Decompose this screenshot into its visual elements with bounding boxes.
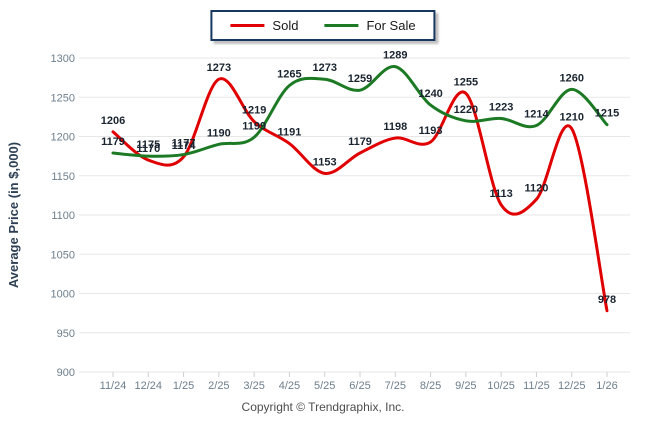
for-sale-data-label: 1289 xyxy=(383,50,407,62)
x-tick-label: 11/24 xyxy=(100,380,127,392)
x-tick-label: 7/25 xyxy=(385,380,406,392)
for-sale-data-label: 1215 xyxy=(595,108,619,120)
x-tick-label: 3/25 xyxy=(243,380,264,392)
y-tick-label: 1050 xyxy=(51,249,75,261)
sold-data-label: 1255 xyxy=(454,76,478,88)
sold-data-label: 1193 xyxy=(419,125,443,137)
y-tick-label: 1150 xyxy=(51,171,75,183)
x-tick-label: 12/24 xyxy=(135,380,163,392)
sold-data-label: 1170 xyxy=(136,143,160,155)
for-sale-data-label: 1265 xyxy=(277,68,301,80)
x-tick-label: 9/25 xyxy=(455,380,476,392)
sold-data-label: 1120 xyxy=(524,182,548,194)
for-sale-data-label: 1223 xyxy=(489,101,513,113)
legend-label-for-sale: For Sale xyxy=(366,18,416,33)
sold-data-label: 1198 xyxy=(383,121,407,133)
y-tick-label: 1000 xyxy=(51,289,75,301)
for-sale-data-label: 1273 xyxy=(312,62,336,74)
legend-item-for-sale: For Sale xyxy=(324,18,416,33)
copyright-text: Copyright © Trendgraphix, Inc. xyxy=(241,400,405,414)
sold-data-label: 1191 xyxy=(277,127,301,139)
x-tick-label: 10/25 xyxy=(487,380,515,392)
x-tick-label: 4/25 xyxy=(279,380,300,392)
x-tick-label: 1/26 xyxy=(596,380,617,392)
sold-data-label: 1273 xyxy=(207,62,231,74)
chart-legend: Sold For Sale xyxy=(210,10,436,41)
x-tick-label: 1/25 xyxy=(173,380,194,392)
x-tick-label: 5/25 xyxy=(314,380,335,392)
y-tick-label: 1100 xyxy=(51,210,75,222)
sold-line-swatch xyxy=(230,24,265,27)
sold-data-label: 1174 xyxy=(172,140,197,152)
legend-label-sold: Sold xyxy=(272,18,299,33)
for-sale-line xyxy=(111,65,609,158)
y-tick-label: 1250 xyxy=(51,92,75,104)
x-tick-label: 2/25 xyxy=(208,380,229,392)
for-sale-data-label: 1214 xyxy=(524,109,549,121)
data-labels: 1206 1170 1174 1273 1219 1191 1153 1179 1198 1193… xyxy=(101,50,619,306)
y-axis-title: Average Price (in $,000) xyxy=(6,142,21,288)
for-sale-data-label: 1175 xyxy=(136,139,160,151)
sold-data-label: 1206 xyxy=(101,115,125,127)
for-sale-data-label: 1199 xyxy=(242,120,266,132)
y-tick-label: 950 xyxy=(57,328,75,340)
for-sale-data-label: 1177 xyxy=(172,138,196,150)
y-tick-label: 900 xyxy=(57,367,75,379)
for-sale-data-label: 1190 xyxy=(207,127,231,139)
y-tick-label: 1300 xyxy=(51,53,75,65)
for-sale-data-label: 1240 xyxy=(418,88,442,100)
sold-data-label: 1219 xyxy=(242,105,266,117)
sold-data-label: 1113 xyxy=(490,188,513,200)
series-lines xyxy=(111,65,609,313)
for-sale-data-label: 1179 xyxy=(101,136,125,148)
x-tick-label: 8/25 xyxy=(420,380,441,392)
axis-ticks-and-labels: 900 950 1000 1050 1100 1150 1200 1250 1300 11/24 1… xyxy=(51,53,618,392)
x-tick-label: 6/25 xyxy=(349,380,370,392)
legend-item-sold: Sold xyxy=(230,18,298,33)
grid-lines xyxy=(79,57,630,373)
x-tick-label: 11/25 xyxy=(523,380,550,392)
sold-data-label: 1210 xyxy=(559,112,583,124)
for-sale-data-label: 1220 xyxy=(454,104,478,116)
sold-line xyxy=(111,77,609,313)
for-sale-line-swatch xyxy=(324,24,359,27)
x-tick-label: 12/25 xyxy=(558,380,586,392)
y-tick-label: 1200 xyxy=(51,132,75,144)
sold-data-label: 1153 xyxy=(313,156,337,168)
for-sale-data-label: 1259 xyxy=(348,73,372,85)
sold-data-label: 978 xyxy=(598,294,616,306)
for-sale-data-label: 1260 xyxy=(559,72,583,84)
sold-data-label: 1179 xyxy=(348,136,372,148)
